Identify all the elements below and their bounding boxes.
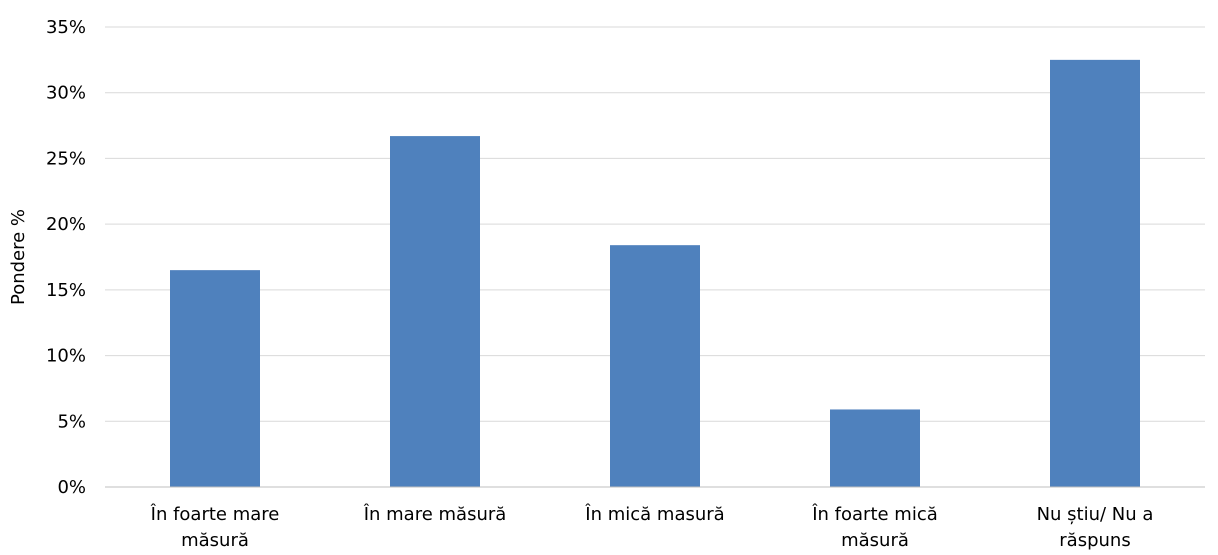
y-axis-title: Pondere % <box>8 209 29 305</box>
bar <box>610 245 700 487</box>
x-tick-label: În foarte mică măsură <box>811 503 938 551</box>
x-tick-label: În mare măsură <box>363 503 507 525</box>
y-tick-label: 0% <box>57 477 86 498</box>
y-tick-label: 10% <box>46 346 86 367</box>
x-tick-label: În foarte mare măsură <box>150 503 280 551</box>
y-tick-label: 5% <box>57 411 86 432</box>
y-tick-label: 20% <box>46 214 86 235</box>
bars <box>170 59 1140 488</box>
y-tick-label: 25% <box>46 148 86 169</box>
x-tick-label: Nu știu/ Nu a răspuns <box>1037 504 1154 551</box>
bar <box>1050 59 1140 487</box>
y-tick-label: 15% <box>46 280 86 301</box>
y-tick-label: 30% <box>46 83 86 104</box>
y-tick-label: 35% <box>46 17 86 38</box>
x-tick-label: În mică masură <box>584 503 724 525</box>
y-axis-tick-labels: 0% 5% 10% 15% 20% 25% 30% 35% <box>46 17 86 498</box>
bar <box>390 136 480 488</box>
bar <box>170 270 260 487</box>
bar <box>830 409 920 487</box>
x-axis-tick-labels: În foarte mare măsură În mare măsură În mic… <box>150 503 1154 551</box>
